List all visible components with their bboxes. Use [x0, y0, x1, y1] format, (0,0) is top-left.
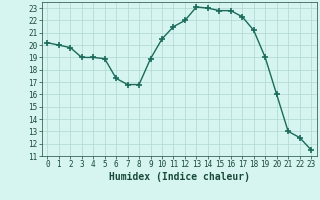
- X-axis label: Humidex (Indice chaleur): Humidex (Indice chaleur): [109, 172, 250, 182]
